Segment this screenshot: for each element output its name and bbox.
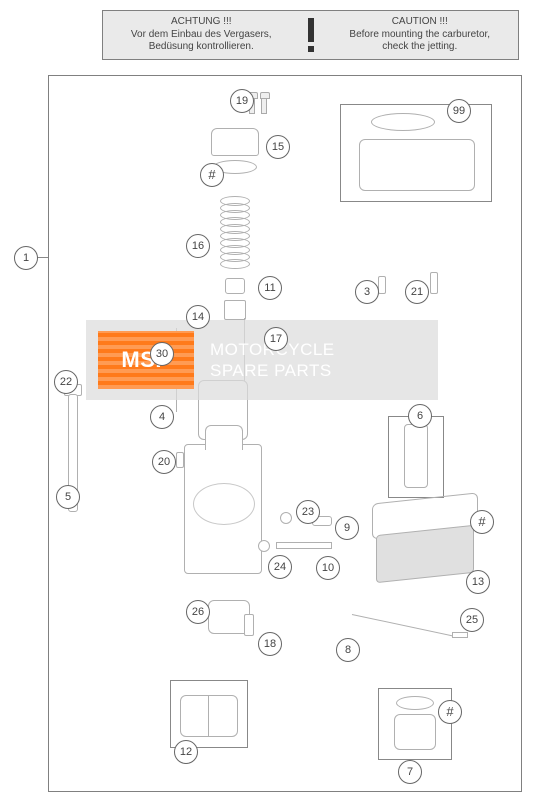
part-screw-19b	[260, 92, 268, 112]
caution-right: CAUTION !!! Before mounting the carburet…	[322, 11, 519, 59]
part-pin-25	[452, 632, 468, 638]
callout-19: 19	[230, 89, 254, 113]
part-stopper-11	[225, 278, 245, 294]
callout-#: #	[438, 700, 462, 724]
caution-right-title: CAUTION !!!	[330, 16, 511, 29]
part-choke	[404, 424, 428, 488]
part-screw-24	[258, 540, 270, 552]
callout-#: #	[200, 163, 224, 187]
callout-20: 20	[152, 450, 176, 474]
callout-15: 15	[266, 135, 290, 159]
page: ACHTUNG !!! Vor dem Einbau des Vergasers…	[0, 0, 533, 808]
callout-#: #	[470, 510, 494, 534]
callout-10: 10	[316, 556, 340, 580]
part-screw-23	[280, 512, 292, 524]
callout-1: 1	[14, 246, 38, 270]
callout-21: 21	[405, 280, 429, 304]
callout-26: 26	[186, 600, 210, 624]
part-spring	[220, 196, 248, 274]
callout-8: 8	[336, 638, 360, 662]
callout-12: 12	[174, 740, 198, 764]
watermark: MSP MOTORCYCLE SPARE PARTS	[86, 320, 438, 400]
part-carb-body	[184, 444, 262, 574]
watermark-badge: MSP	[98, 331, 194, 389]
part-screw-20	[176, 452, 184, 468]
watermark-line2: SPARE PARTS	[210, 360, 335, 381]
part-drain-washer	[396, 696, 434, 710]
callout-13: 13	[466, 570, 490, 594]
exclamation-icon	[308, 18, 314, 52]
part-needle-valve-18	[244, 614, 254, 636]
callout-17: 17	[264, 327, 288, 351]
caution-right-line2: check the jetting.	[330, 41, 511, 54]
callout-5: 5	[56, 485, 80, 509]
caution-box: ACHTUNG !!! Vor dem Einbau des Vergasers…	[102, 10, 519, 60]
part-shaft-10	[276, 542, 332, 549]
part-cap	[211, 128, 259, 156]
caution-left-line1: Vor dem Einbau des Vergasers,	[111, 29, 292, 42]
part-jet-21	[430, 272, 438, 294]
callout-30: 30	[150, 342, 174, 366]
part-drain-plug	[394, 714, 436, 750]
callout-3: 3	[355, 280, 379, 304]
part-gasket-box	[340, 104, 492, 202]
callout-22: 22	[54, 370, 78, 394]
part-jet-3	[378, 276, 386, 294]
part-holder-14	[224, 300, 246, 320]
callout-25: 25	[460, 608, 484, 632]
callout-11: 11	[258, 276, 282, 300]
callout-16: 16	[186, 234, 210, 258]
part-gasket-rect	[359, 139, 475, 191]
callout-7: 7	[398, 760, 422, 784]
callout-14: 14	[186, 305, 210, 329]
callout-6: 6	[408, 404, 432, 428]
part-float-pair	[180, 695, 238, 737]
caution-left-line2: Bedüsung kontrollieren.	[111, 41, 292, 54]
caution-left-title: ACHTUNG !!!	[111, 16, 292, 29]
callout-24: 24	[268, 555, 292, 579]
caution-left: ACHTUNG !!! Vor dem Einbau des Vergasers…	[103, 11, 300, 59]
callout-23: 23	[296, 500, 320, 524]
callout-99: 99	[447, 99, 471, 123]
callout-4: 4	[150, 405, 174, 429]
part-bowl	[376, 525, 474, 583]
callout-18: 18	[258, 632, 282, 656]
callout-9: 9	[335, 516, 359, 540]
caution-right-line1: Before mounting the carburetor,	[330, 29, 511, 42]
part-gasket-top	[371, 113, 435, 131]
caution-separator	[300, 11, 322, 59]
